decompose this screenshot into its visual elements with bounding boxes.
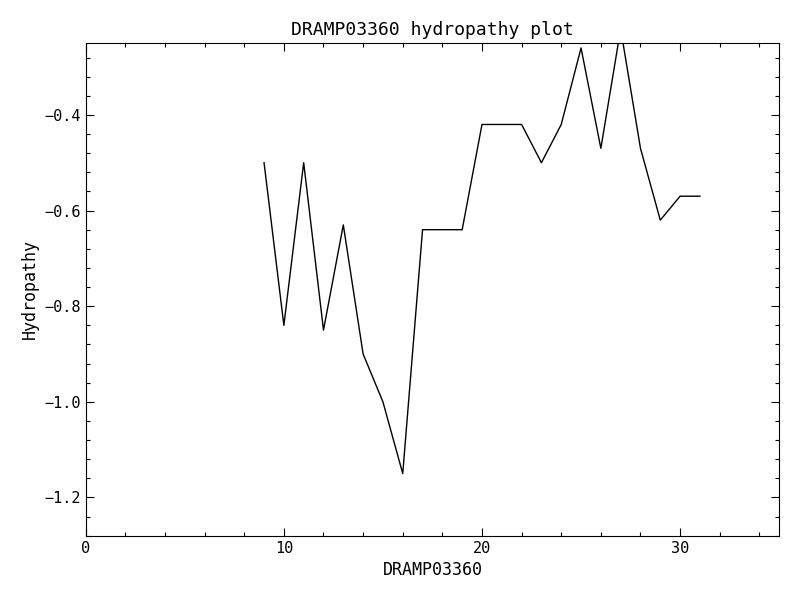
X-axis label: DRAMP03360: DRAMP03360 [382, 561, 482, 579]
Title: DRAMP03360 hydropathy plot: DRAMP03360 hydropathy plot [291, 21, 574, 39]
Y-axis label: Hydropathy: Hydropathy [21, 239, 39, 340]
